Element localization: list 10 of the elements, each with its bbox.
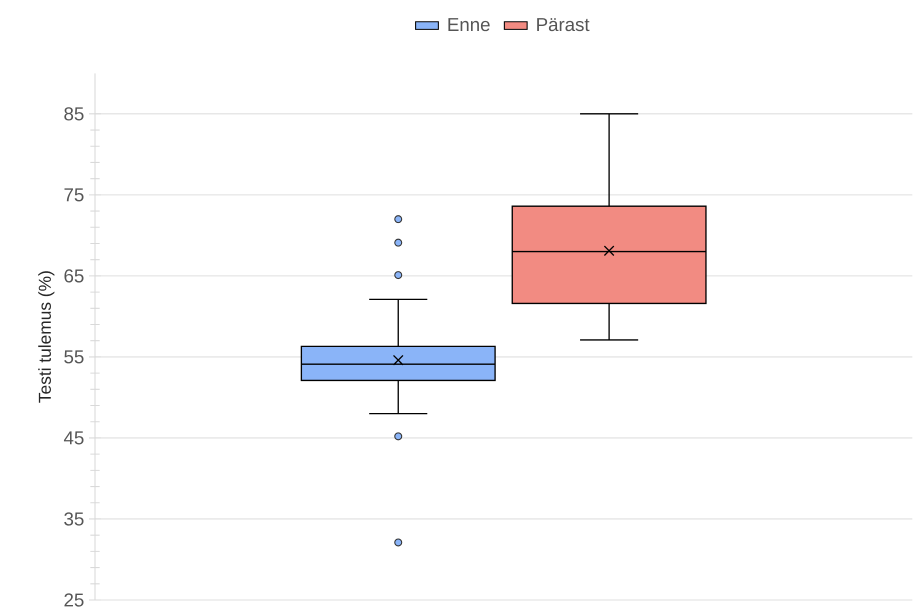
- y-tick-label: 45: [64, 431, 84, 444]
- y-axis-title: Testi tulemus (%): [38, 271, 54, 403]
- y-tick-label: 35: [64, 512, 84, 526]
- y-tick-label: 25: [64, 593, 84, 607]
- y-tick-label: 65: [64, 269, 84, 283]
- legend-label: Enne: [448, 18, 490, 32]
- y-tick-label: 85: [64, 107, 84, 120]
- legend-label: Pärast: [537, 18, 590, 32]
- y-tick-label: 55: [64, 350, 84, 364]
- y-tick-label: 75: [64, 188, 84, 202]
